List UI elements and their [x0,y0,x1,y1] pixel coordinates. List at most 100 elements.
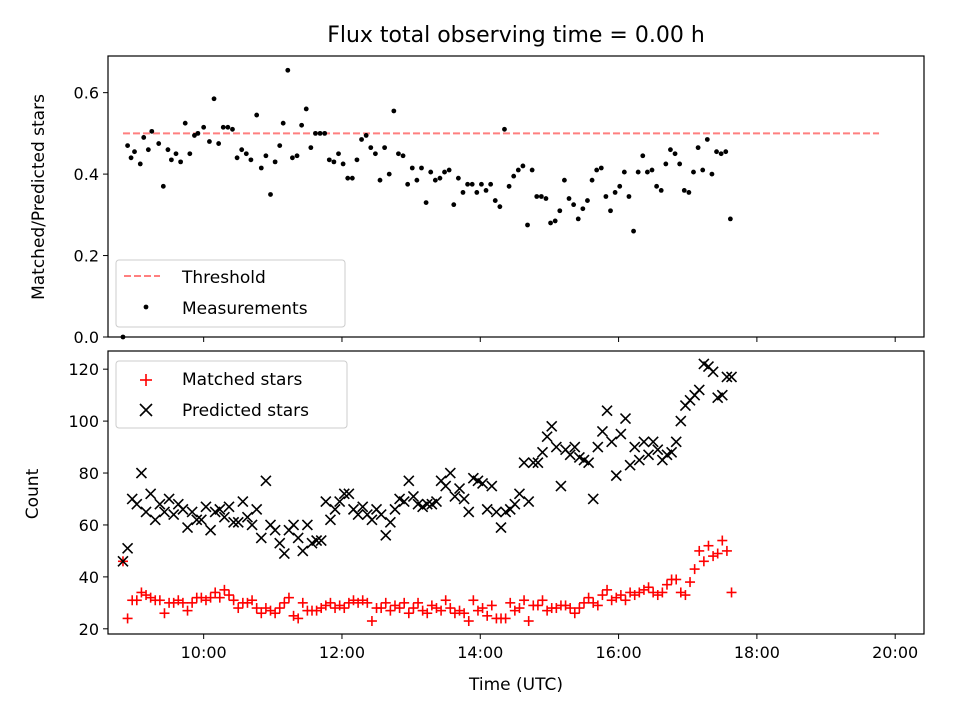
measurement-point [125,143,130,148]
matched-point [445,603,456,614]
predicted-point [218,511,230,523]
measurement-point [303,106,309,112]
predicted-point [647,436,659,448]
matched-point [685,577,696,588]
x-tick-label: 18:00 [734,643,780,662]
measurement-point [145,147,151,153]
measurement-point [192,133,197,138]
measurement-point [700,167,706,173]
measurement-point [414,177,420,183]
predicted-point [619,412,632,425]
measurement-point [691,169,696,175]
predicted-point [357,501,369,513]
x-tick-label: 14:00 [457,643,503,662]
measurement-point [225,124,231,130]
predicted-point [541,431,553,443]
matched-point [339,603,350,614]
predicted-point [338,488,350,500]
measurement-point [201,124,207,130]
legend-predicted-swatch [139,403,153,417]
ratio-legend: Threshold Measurements [115,259,346,328]
measurement-point [562,177,567,183]
measurement-point [428,169,434,175]
predicted-point [490,506,502,518]
matched-point [274,603,285,614]
measurement-point [220,124,226,130]
measurement-point [377,177,383,183]
measurement-point [469,181,475,187]
matched-point [154,595,165,606]
predicted-point [163,493,175,505]
measurement-point [326,157,332,163]
matched-point [500,613,511,624]
predicted-point [532,457,544,469]
measurement-point [658,187,664,193]
measurement-point [207,139,212,144]
measurement-point [313,130,318,136]
matched-point [187,597,198,608]
measurement-point [280,120,286,126]
predicted-point [555,480,567,492]
matched-point [122,613,133,624]
measurement-point [340,161,346,167]
predicted-point [652,444,664,456]
measurement-point [290,155,295,161]
predicted-point [352,509,364,521]
predicted-point [140,506,152,518]
matched-point [293,613,304,624]
measurement-point [451,202,457,208]
measurement-point [168,157,174,163]
matched-point [224,590,235,601]
predicted-point [255,532,267,544]
measurement-point [432,177,438,183]
matched-point [228,595,239,606]
matched-point [477,603,488,614]
matched-point [270,608,281,619]
predicted-point [463,506,475,518]
matched-point [376,603,387,614]
measurement-point [349,175,355,181]
matched-point [380,597,391,608]
measurement-point [497,204,503,210]
matched-point [408,603,419,614]
predicted-point [168,509,180,521]
predicted-point [237,496,249,508]
measurement-point [156,141,162,146]
matched-point [394,603,405,614]
predicted-point [366,514,378,526]
ratio-axes-frame [107,55,925,338]
matched-point [583,592,594,603]
legend-predicted-label: Predicted stars [182,401,309,421]
measurement-point [234,155,240,161]
measurement-point [405,181,411,187]
predicted-point [117,555,129,567]
measurement-point [137,161,143,167]
measurement-point [557,208,563,214]
measurement-point [538,194,544,199]
predicted-point [666,446,678,458]
y-tick-label: 60 [79,516,99,535]
measurement-point [686,190,692,195]
matched-point [247,595,258,606]
measurement-point [714,149,719,155]
series-measurements [120,67,733,340]
matched-point [569,608,580,619]
predicted-point [610,470,622,482]
measurement-point [626,194,632,199]
measurement-point [534,194,540,199]
predicted-point [403,475,415,487]
measurement-point [552,218,558,224]
legend-threshold-label: Threshold [181,268,266,288]
matched-point [159,608,170,619]
predicted-point [301,519,313,531]
predicted-point [287,519,300,531]
predicted-point [583,457,595,469]
measurement-point [243,151,249,157]
measurement-point [409,165,415,171]
matched-point [602,584,613,595]
matched-point [422,608,433,619]
predicted-point [670,436,682,448]
matched-point [519,595,530,606]
measurement-point [182,120,188,126]
